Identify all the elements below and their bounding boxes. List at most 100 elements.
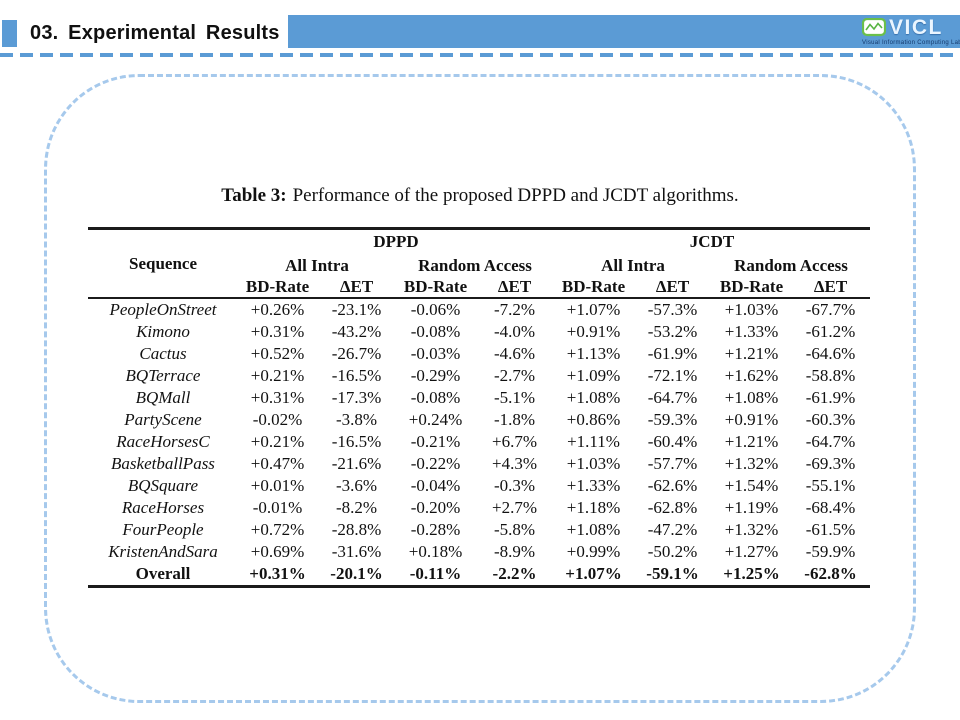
cell-value: +1.32% xyxy=(724,520,779,539)
cell-value: +1.21% xyxy=(724,344,779,363)
vicl-logo: VICL Visual Information Computing Lab xyxy=(861,16,960,47)
cell-value: -5.8% xyxy=(493,520,536,539)
cell-value: +1.25% xyxy=(723,564,780,583)
cell-value: -64.7% xyxy=(805,432,856,451)
cell-value: -1.8% xyxy=(493,410,536,429)
cell-value: +0.24% xyxy=(408,410,463,429)
cell-value: -0.29% xyxy=(410,366,461,385)
cell-value: -16.5% xyxy=(331,432,382,451)
cell-value: +0.26% xyxy=(250,300,305,319)
cell-value: -0.03% xyxy=(410,344,461,363)
cell-value: -5.1% xyxy=(493,388,536,407)
cell-value: -50.2% xyxy=(647,542,698,561)
cell-value: +0.21% xyxy=(250,366,305,385)
table-row: BQTerrace +0.21% -16.5% -0.29% -2.7% +1.09% -7… xyxy=(88,365,870,387)
cell-value: +0.01% xyxy=(250,476,305,495)
sequence-name: BQTerrace xyxy=(125,366,201,385)
subheader-random-access: Random Access xyxy=(418,256,532,275)
cell-value: +1.33% xyxy=(724,322,779,341)
logo-subtext: Visual Information Computing Lab xyxy=(862,40,960,46)
cell-value: -47.2% xyxy=(647,520,698,539)
cell-value: +0.31% xyxy=(249,564,306,583)
sequence-name: PeopleOnStreet xyxy=(109,300,217,319)
table-body: PeopleOnStreet +0.26% -23.1% -0.06% -7.2% +1.… xyxy=(88,298,870,587)
logo-text: VICL xyxy=(889,16,943,39)
column-header-det: ΔET xyxy=(791,277,870,299)
cell-value: +1.13% xyxy=(566,344,621,363)
cell-value: -4.6% xyxy=(493,344,536,363)
cell-value: -62.8% xyxy=(804,564,857,583)
sequence-name: PartyScene xyxy=(124,410,202,429)
cell-value: -57.3% xyxy=(647,300,698,319)
cell-value: +0.47% xyxy=(250,454,305,473)
column-header-bdrate: BD-Rate xyxy=(238,277,317,299)
cell-value: -2.2% xyxy=(492,564,537,583)
cell-value: +1.08% xyxy=(566,388,621,407)
table-caption-label: Table 3: xyxy=(221,185,287,206)
table-row: BasketballPass +0.47% -21.6% -0.22% +4.3% +1.… xyxy=(88,453,870,475)
table-row: PeopleOnStreet +0.26% -23.1% -0.06% -7.2% +1.… xyxy=(88,298,870,321)
cell-value: -20.1% xyxy=(330,564,383,583)
table-row: RaceHorsesC +0.21% -16.5% -0.21% +6.7% +1.11%… xyxy=(88,431,870,453)
subheader-all-intra: All Intra xyxy=(285,256,349,275)
column-header-sequence: Sequence xyxy=(88,228,238,299)
sequence-name: BQMall xyxy=(135,388,191,407)
content-dashed-frame xyxy=(44,74,916,703)
cell-value: +0.18% xyxy=(408,542,463,561)
cell-value: +6.7% xyxy=(492,432,537,451)
cell-value: -0.20% xyxy=(410,498,461,517)
cell-value: +0.86% xyxy=(566,410,621,429)
cell-value: -72.1% xyxy=(647,366,698,385)
cell-value: +1.19% xyxy=(724,498,779,517)
cell-value: +1.27% xyxy=(724,542,779,561)
cell-value: +0.52% xyxy=(250,344,305,363)
cell-value: +1.11% xyxy=(567,432,620,451)
cell-value: -0.3% xyxy=(493,476,536,495)
table-caption-text: Performance of the proposed DPPD and JCD… xyxy=(292,185,739,206)
cell-value: -0.11% xyxy=(409,564,462,583)
cell-value: -31.6% xyxy=(331,542,382,561)
cell-value: +1.03% xyxy=(724,300,779,319)
cell-value: -26.7% xyxy=(331,344,382,363)
cell-value: -53.2% xyxy=(647,322,698,341)
cell-value: -57.7% xyxy=(647,454,698,473)
cell-value: +0.31% xyxy=(250,388,305,407)
cell-value: -60.4% xyxy=(647,432,698,451)
cell-value: -64.6% xyxy=(805,344,856,363)
column-header-det: ΔET xyxy=(633,277,712,299)
table-header-groups: Sequence DPPD JCDT xyxy=(88,228,870,299)
cell-value: +1.08% xyxy=(566,520,621,539)
sequence-name: Kimono xyxy=(136,322,190,341)
cell-value: -3.8% xyxy=(335,410,378,429)
cell-value: +0.91% xyxy=(724,410,779,429)
cell-value: -8.2% xyxy=(335,498,378,517)
cell-value: +1.54% xyxy=(724,476,779,495)
cell-value: +1.62% xyxy=(724,366,779,385)
cell-value: -2.7% xyxy=(493,366,536,385)
cell-value: -8.9% xyxy=(493,542,536,561)
header-dashed-divider xyxy=(0,53,960,57)
cell-value: -55.1% xyxy=(805,476,856,495)
cell-value: -0.01% xyxy=(252,498,303,517)
table-row: Kimono +0.31% -43.2% -0.08% -4.0% +0.91% -53.2… xyxy=(88,321,870,343)
cell-value: +1.03% xyxy=(566,454,621,473)
table-row: BQSquare +0.01% -3.6% -0.04% -0.3% +1.33% -62.… xyxy=(88,475,870,497)
cell-value: -4.0% xyxy=(493,322,536,341)
table-row: BQMall +0.31% -17.3% -0.08% -5.1% +1.08% -64.7… xyxy=(88,387,870,409)
header-accent-square xyxy=(2,20,17,47)
cell-value: +2.7% xyxy=(492,498,537,517)
results-table: Sequence DPPD JCDT All Intra Random Acce… xyxy=(88,227,870,588)
table-header-metrics: BD-Rate ΔET BD-Rate ΔET BD-Rate ΔET BD-R… xyxy=(88,277,870,299)
cell-value: +1.07% xyxy=(565,564,622,583)
header-bar: VICL Visual Information Computing Lab xyxy=(288,15,960,48)
sequence-name: RaceHorses xyxy=(121,498,205,517)
cell-value: +0.72% xyxy=(250,520,305,539)
cell-value: -59.1% xyxy=(646,564,699,583)
table-row: KristenAndSara +0.69% -31.6% +0.18% -8.9% +0.… xyxy=(88,541,870,563)
cell-value: +0.69% xyxy=(250,542,305,561)
cell-value: -61.9% xyxy=(647,344,698,363)
cell-value: -0.28% xyxy=(410,520,461,539)
cell-value: -3.6% xyxy=(335,476,378,495)
cell-value: +1.09% xyxy=(566,366,621,385)
column-header-bdrate: BD-Rate xyxy=(554,277,633,299)
